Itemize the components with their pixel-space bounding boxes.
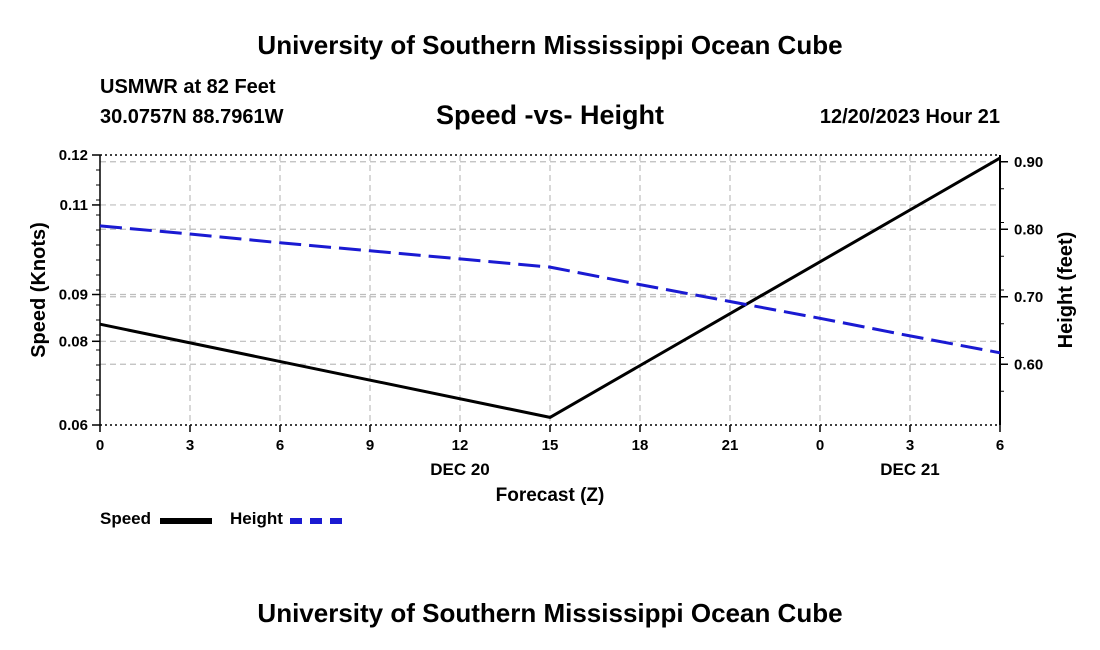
y-left-tick-label: 0.09 xyxy=(59,287,88,304)
station-label: USMWR at 82 Feet xyxy=(100,76,276,98)
y-left-tick-label: 0.12 xyxy=(59,147,88,164)
legend-line-height xyxy=(290,518,342,524)
y-left-axis-title: Speed (Knots) xyxy=(28,222,50,358)
x-tick-label: 3 xyxy=(906,437,914,454)
y-left-tick-label: 0.06 xyxy=(59,417,88,434)
x-tick-label: 9 xyxy=(366,437,374,454)
x-tick-label: 21 xyxy=(722,437,739,454)
x-tick-label: 15 xyxy=(542,437,559,454)
x-date-label: DEC 21 xyxy=(880,460,940,479)
x-date-label: DEC 20 xyxy=(430,460,490,479)
footer-title: University of Southern Mississippi Ocean… xyxy=(257,598,843,628)
y-left-tick-label: 0.08 xyxy=(59,333,88,350)
y-left-tick-label: 0.11 xyxy=(60,197,88,214)
x-tick-label: 18 xyxy=(632,437,649,454)
x-axis-title: Forecast (Z) xyxy=(496,485,605,506)
legend-line-speed xyxy=(160,518,212,524)
y-right-axis-title: Height (feet) xyxy=(1055,232,1077,349)
x-tick-label: 12 xyxy=(452,437,469,454)
legend-label-height: Height xyxy=(230,509,283,528)
y-right-tick-label: 0.90 xyxy=(1014,154,1043,171)
y-right-tick-label: 0.80 xyxy=(1014,221,1043,238)
x-tick-label: 3 xyxy=(186,437,194,454)
series-line-height xyxy=(99,224,1001,355)
chart-subtitle: Speed -vs- Height xyxy=(435,100,665,130)
x-tick-label: 6 xyxy=(276,437,284,454)
legend-label-speed: Speed xyxy=(100,509,152,528)
y-right-tick-label: 0.70 xyxy=(1014,289,1043,306)
chart-datetime: 12/20/2023 Hour 21 xyxy=(819,106,1000,128)
y-right-tick-label: 0.60 xyxy=(1014,356,1043,373)
chart-main-title: University of Southern Mississippi Ocean… xyxy=(257,30,843,60)
series-line-speed xyxy=(99,156,1001,419)
x-tick-label: 0 xyxy=(96,437,104,454)
x-tick-label: 6 xyxy=(996,437,1004,454)
x-tick-label: 0 xyxy=(816,437,824,454)
station-coordinates: 30.0757N 88.7961W xyxy=(100,106,284,128)
